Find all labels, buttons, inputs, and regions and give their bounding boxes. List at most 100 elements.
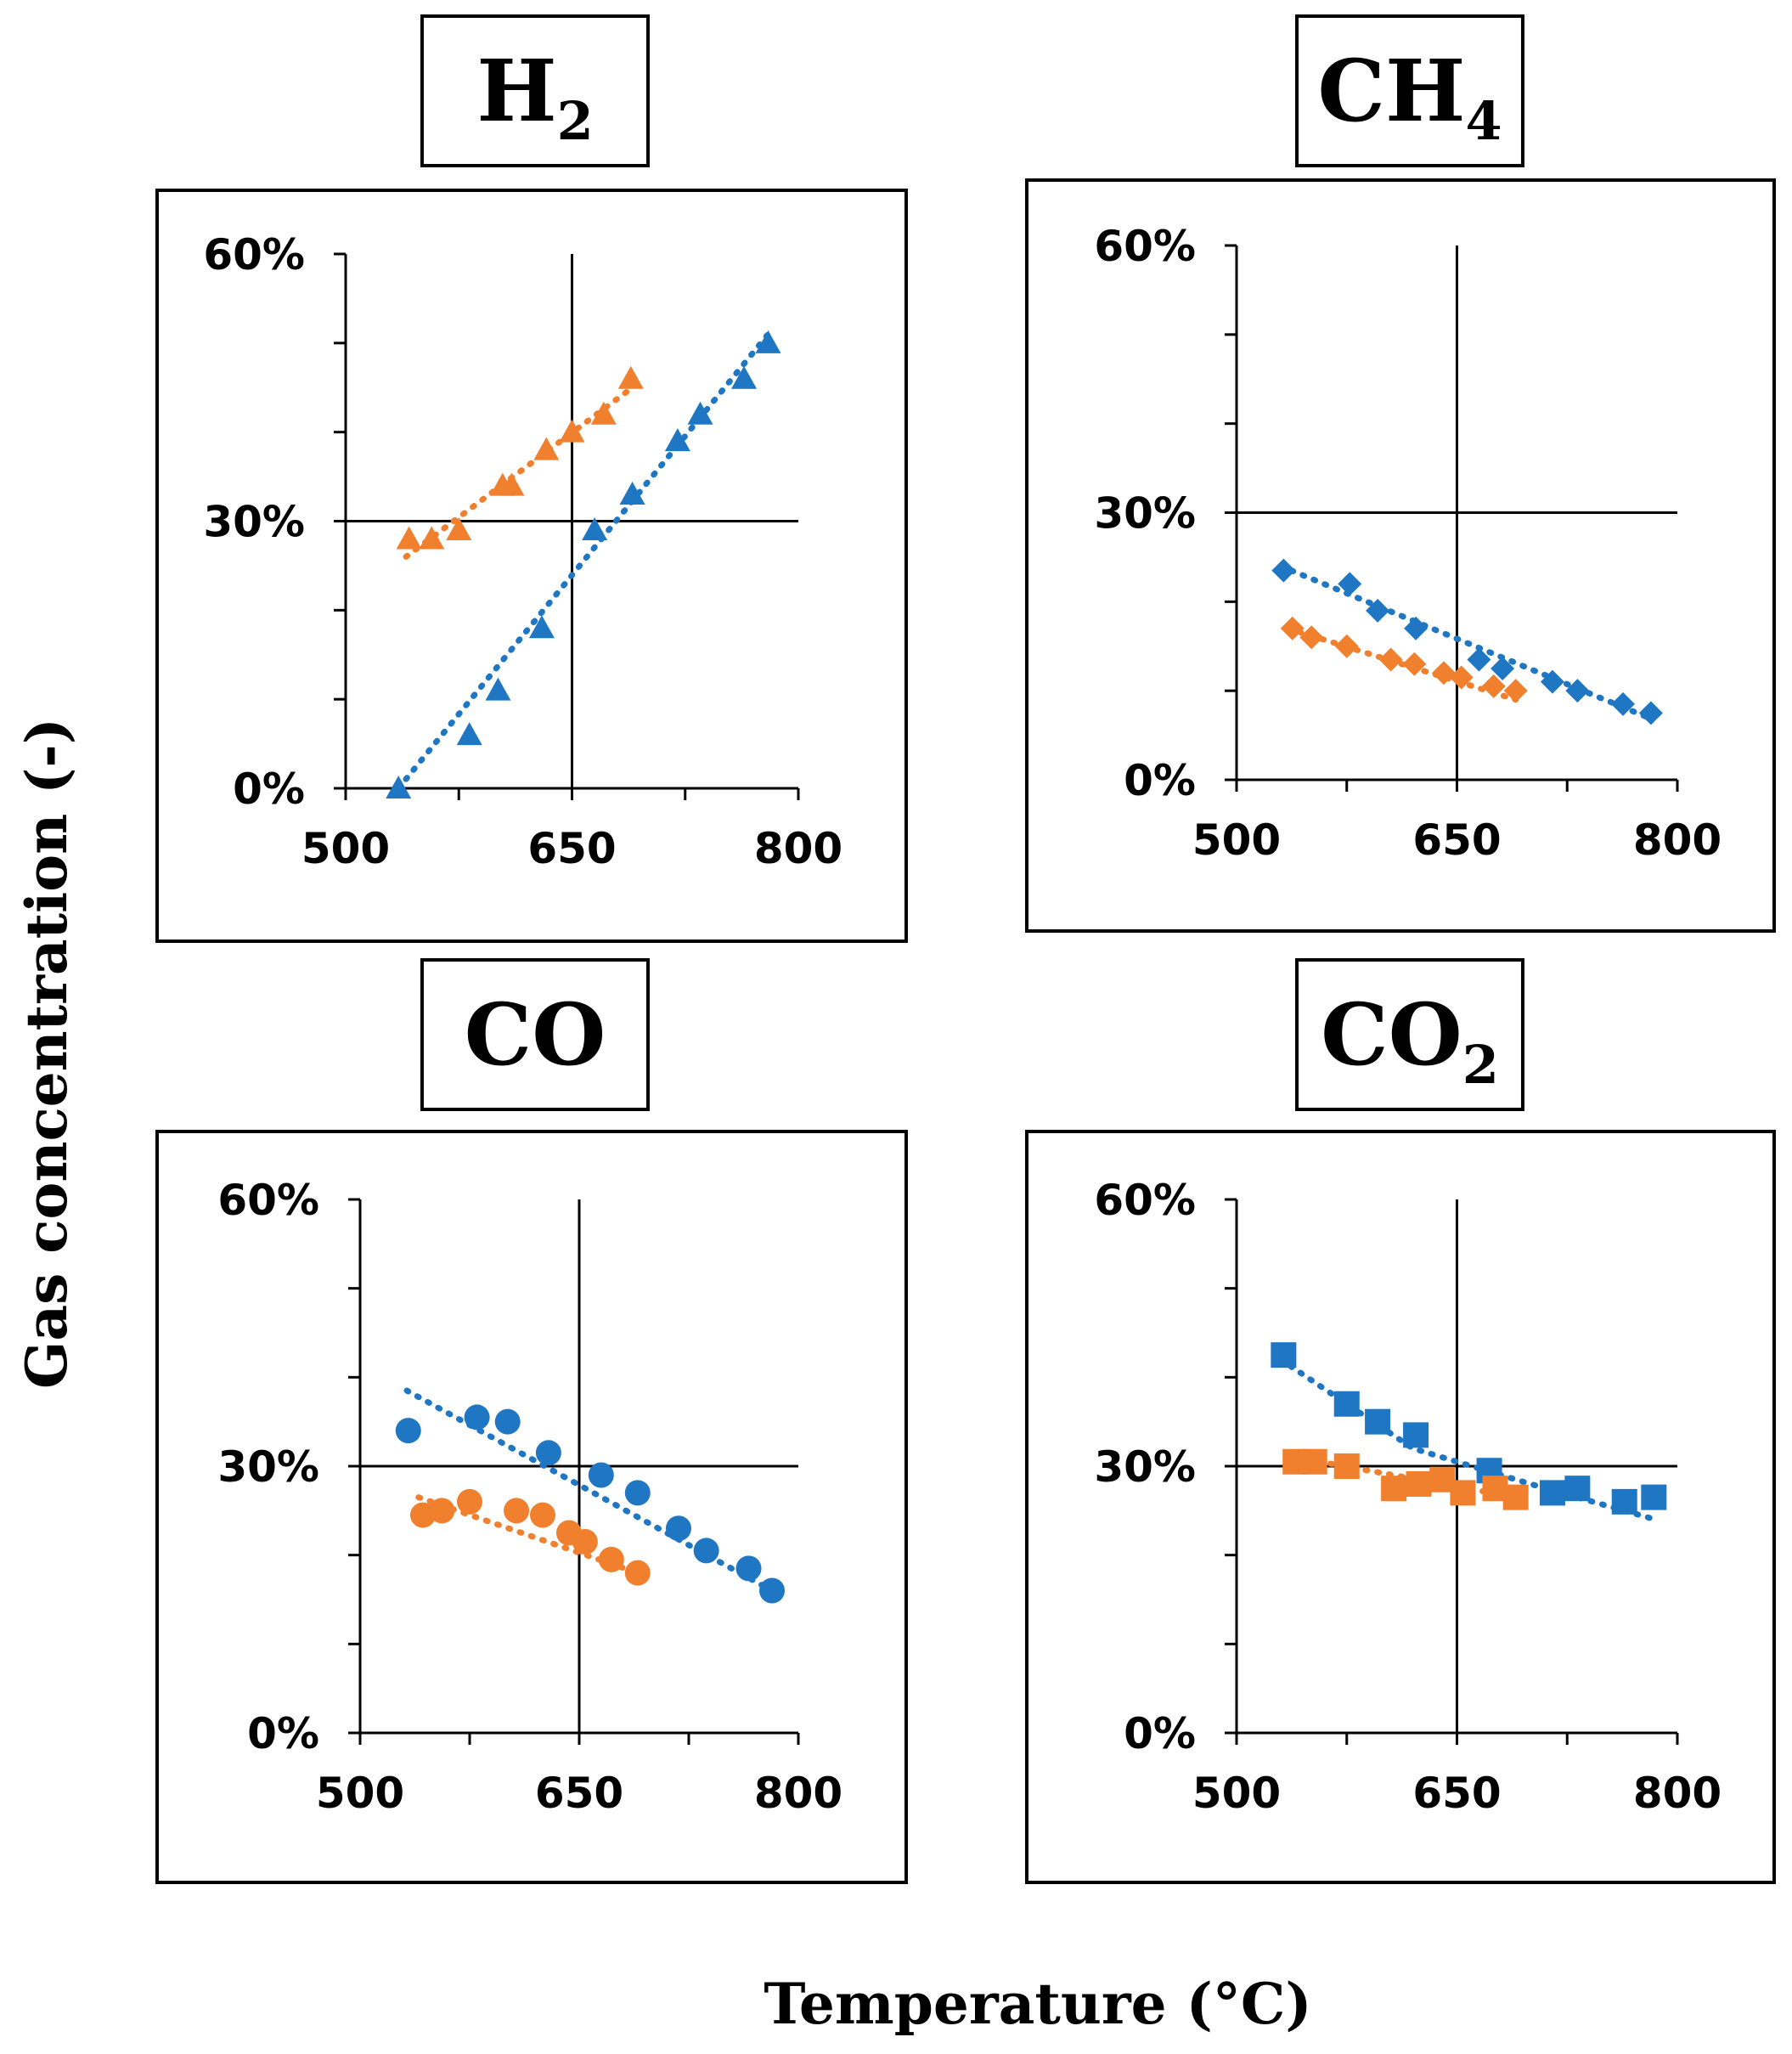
orange-data-point <box>429 1498 455 1524</box>
orange-data-point <box>1449 665 1474 690</box>
blue-data-point <box>1539 1480 1565 1506</box>
blue-data-point <box>464 1404 490 1430</box>
blue-data-point <box>755 330 781 353</box>
blue-trend-line <box>1277 1356 1659 1523</box>
blue-data-point <box>731 365 758 389</box>
blue-data-point <box>386 776 412 798</box>
y-tick-label: 60% <box>1094 222 1196 271</box>
y-tick-label: 0% <box>247 1709 319 1758</box>
blue-trend-line <box>395 330 771 792</box>
co-panel <box>155 1130 908 1884</box>
orange-data-point <box>1481 674 1506 698</box>
orange-data-point <box>1334 634 1359 658</box>
orange-data-point <box>1280 616 1305 640</box>
x-tick-label: 650 <box>535 1769 623 1818</box>
orange-data-point <box>446 516 472 540</box>
orange-data-point <box>624 1560 651 1586</box>
blue-data-point <box>619 482 645 505</box>
h2-panel <box>155 189 908 943</box>
blue-data-point <box>494 1408 521 1435</box>
ch4-title-box: CH4 <box>1295 14 1524 167</box>
y-tick-label: 30% <box>203 498 305 547</box>
x-tick-label: 500 <box>1192 815 1281 865</box>
blue-data-point <box>1611 1488 1637 1515</box>
blue-data-point <box>535 1440 561 1466</box>
blue-data-point <box>1271 1342 1297 1368</box>
blue-data-point <box>528 615 555 639</box>
y-tick-label: 60% <box>1094 1176 1196 1225</box>
x-tick-label: 500 <box>301 824 390 873</box>
orange-data-point <box>499 472 525 496</box>
orange-data-point <box>1431 661 1456 686</box>
blue-data-point <box>485 677 511 701</box>
x-tick-label: 800 <box>1633 1769 1722 1818</box>
x-tick-label: 500 <box>1192 1769 1281 1818</box>
y-tick-label: 60% <box>217 1176 319 1225</box>
orange-trend-line <box>1285 625 1519 703</box>
blue-data-point <box>1564 1476 1591 1502</box>
y-tick-label: 0% <box>1124 756 1196 805</box>
y-tick-label: 30% <box>217 1442 319 1492</box>
x-tick-label: 800 <box>1633 815 1722 865</box>
y-tick-label: 0% <box>233 765 305 814</box>
blue-data-point <box>1365 1408 1391 1435</box>
x-tick-label: 650 <box>1412 1769 1501 1818</box>
blue-data-point <box>395 1418 421 1444</box>
blue-data-point <box>735 1555 762 1582</box>
blue-data-point <box>456 722 482 746</box>
blue-data-point <box>759 1577 786 1604</box>
blue-data-point <box>1641 1484 1667 1510</box>
y-tick-label: 0% <box>1124 1709 1196 1758</box>
orange-data-point <box>419 526 445 550</box>
orange-data-point <box>409 1502 436 1528</box>
orange-data-point <box>1402 652 1427 676</box>
x-tick-label: 800 <box>754 1769 842 1818</box>
orange-data-point <box>1378 647 1403 672</box>
y-tick-label: 60% <box>203 230 305 279</box>
blue-data-point <box>693 1538 719 1564</box>
orange-trend-line <box>403 384 636 560</box>
x-tick-label: 650 <box>527 824 616 873</box>
co-title: CO <box>464 985 606 1085</box>
blue-data-point <box>582 516 608 540</box>
orange-data-point <box>572 1528 598 1555</box>
blue-data-point <box>687 401 713 425</box>
y-tick-label: 30% <box>1094 1442 1196 1492</box>
orange-data-point <box>1450 1480 1476 1506</box>
blue-data-point <box>1366 598 1390 623</box>
blue-data-point <box>1467 647 1491 672</box>
orange-data-point <box>457 1488 482 1515</box>
blue-data-point <box>664 428 690 452</box>
blue-data-point <box>1404 616 1429 640</box>
orange-data-point <box>1333 1453 1360 1479</box>
orange-data-point <box>1406 1470 1432 1497</box>
blue-data-point <box>665 1515 691 1542</box>
orange-data-point <box>617 365 644 389</box>
blue-data-point <box>1271 558 1296 583</box>
orange-data-point <box>504 1498 530 1524</box>
blue-data-point <box>1403 1422 1429 1448</box>
ch4-panel <box>1025 178 1776 933</box>
blue-data-point <box>624 1480 651 1506</box>
blue-data-point <box>1565 679 1590 703</box>
orange-trend-line <box>1292 1454 1519 1501</box>
orange-data-point <box>1301 1448 1327 1475</box>
blue-data-point <box>1638 701 1663 725</box>
co2-title: CO2 <box>1321 985 1499 1096</box>
orange-data-point <box>590 401 617 425</box>
orange-data-point <box>559 419 585 443</box>
blue-data-point <box>1491 656 1515 680</box>
x-tick-label: 500 <box>316 1769 404 1818</box>
blue-data-point <box>1333 1391 1360 1417</box>
orange-data-point <box>1381 1476 1407 1502</box>
orange-data-point <box>533 437 560 460</box>
orange-data-point <box>1503 679 1528 703</box>
co-title-box: CO <box>420 958 650 1111</box>
co2-title-box: CO2 <box>1295 958 1524 1111</box>
orange-data-point <box>396 526 422 550</box>
orange-data-point <box>530 1502 555 1528</box>
